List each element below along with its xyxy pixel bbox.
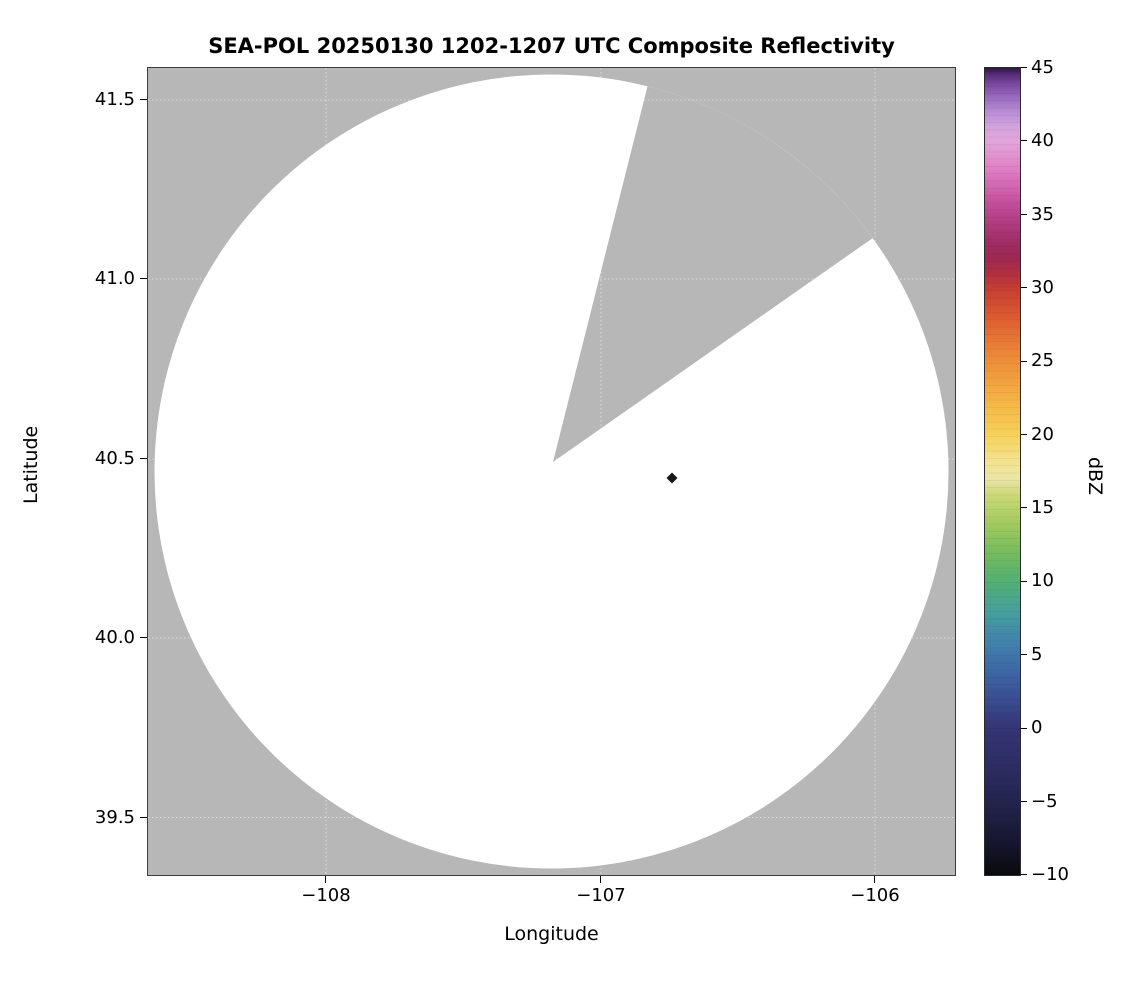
colorbar-tick-mark [1021,728,1027,730]
y-axis-label: Latitude [20,425,42,505]
y-tick-mark [140,278,147,280]
x-axis-label: Longitude [504,923,599,945]
echo-point [666,472,678,484]
colorbar-tick-mark [1021,801,1027,803]
plot-area [147,67,956,876]
colorbar-gradient [985,68,1020,875]
colorbar-tick-mark [1021,287,1027,289]
colorbar-tick-label: 5 [1031,644,1043,665]
colorbar-tick-label: 25 [1031,350,1054,371]
blocked-sector [553,86,873,463]
x-tick-label: −108 [301,885,351,906]
x-tick-mark [600,876,602,883]
colorbar-tick-mark [1021,507,1027,509]
colorbar-tick-mark [1021,654,1027,656]
colorbar-tick-mark [1021,214,1027,216]
colorbar-tick-label: 0 [1031,717,1043,738]
colorbar-tick-mark [1021,67,1027,69]
colorbar-tick-mark [1021,581,1027,583]
colorbar-tick-label: 15 [1031,497,1054,518]
x-tick-label: −106 [850,885,900,906]
colorbar-tick-label: 20 [1031,424,1054,445]
y-tick-label: 41.5 [94,89,135,110]
colorbar-tick-label: 10 [1031,570,1054,591]
x-tick-mark [874,876,876,883]
colorbar [984,67,1021,876]
colorbar-tick-label: 45 [1031,57,1054,78]
y-tick-label: 40.5 [94,448,135,469]
colorbar-tick-label: −5 [1031,791,1058,812]
colorbar-tick-label: −10 [1031,864,1069,885]
colorbar-tick-mark [1021,874,1027,876]
chart-title: SEA-POL 20250130 1202-1207 UTC Composite… [208,34,895,58]
colorbar-level-stripes [985,68,1020,875]
colorbar-tick-mark [1021,361,1027,363]
y-tick-mark [140,458,147,460]
y-tick-mark [140,99,147,101]
y-tick-label: 39.5 [94,807,135,828]
colorbar-tick-label: 40 [1031,130,1054,151]
y-tick-label: 40.0 [94,627,135,648]
y-tick-mark [140,637,147,639]
colorbar-axis-label: dBZ [1084,456,1106,496]
colorbar-tick-label: 30 [1031,277,1054,298]
x-tick-label: −107 [576,885,626,906]
x-tick-mark [325,876,327,883]
colorbar-tick-mark [1021,434,1027,436]
y-tick-label: 41.0 [94,268,135,289]
gridlines [148,68,955,875]
colorbar-tick-mark [1021,140,1027,142]
radar-map [148,68,955,875]
y-tick-mark [140,817,147,819]
colorbar-tick-label: 35 [1031,204,1054,225]
